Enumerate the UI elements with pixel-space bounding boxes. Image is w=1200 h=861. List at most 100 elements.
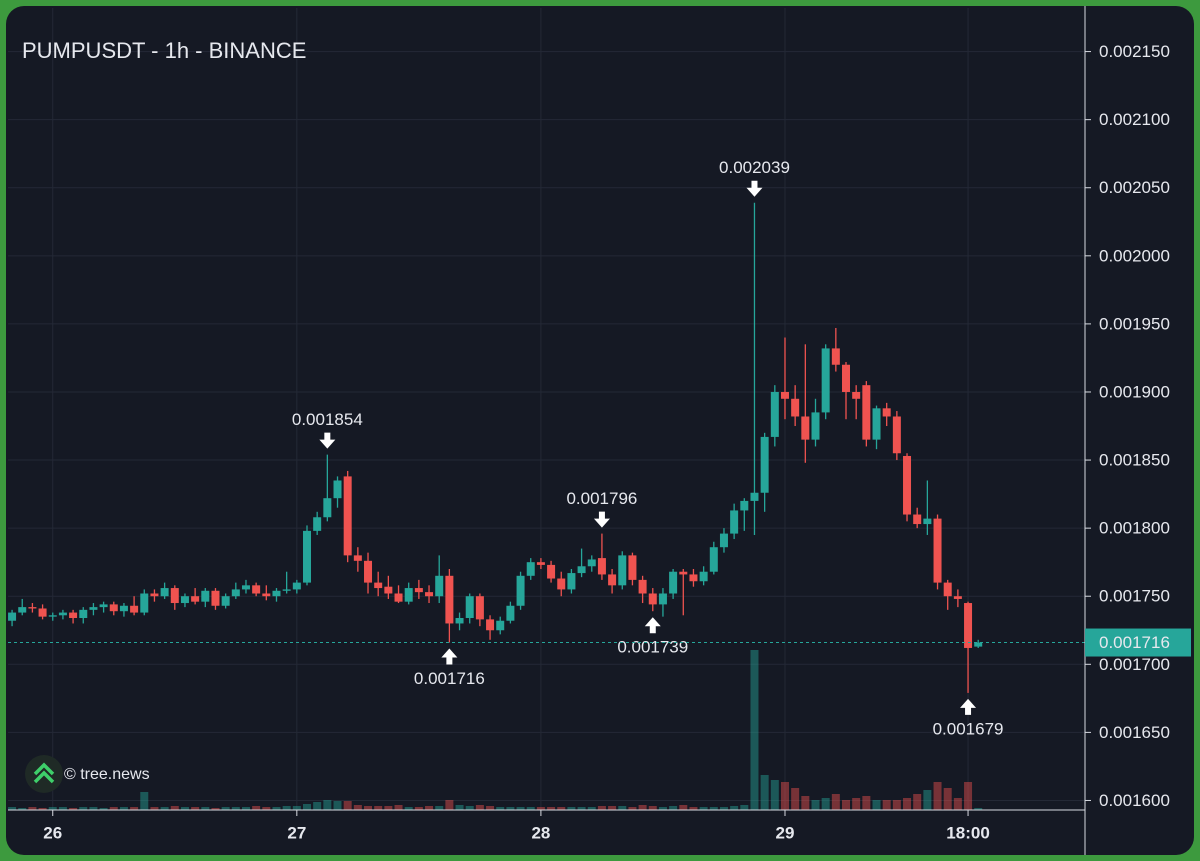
y-tick-label: 0.001750 [1099, 587, 1170, 606]
candle-body [109, 604, 118, 612]
volume-bar [913, 794, 922, 810]
candle-body [404, 588, 413, 602]
candle-body [557, 578, 566, 590]
volume-bar [628, 807, 637, 810]
candle-body [811, 412, 820, 440]
volume-bar [699, 807, 708, 810]
candle-body [353, 555, 362, 561]
volume-bar [486, 806, 495, 810]
candle-body [577, 566, 586, 574]
candle-body [160, 588, 169, 597]
volume-bar [506, 807, 515, 810]
candle-body [170, 588, 179, 604]
volume-bar [516, 807, 525, 810]
candle-body [384, 586, 393, 594]
candle-body [679, 571, 688, 575]
volume-bar [119, 807, 128, 810]
candle-body [974, 642, 983, 647]
volume-bar [831, 794, 840, 810]
volume-bar [658, 807, 667, 810]
volume-bar [842, 800, 851, 810]
volume-bar [475, 805, 484, 810]
volume-bar [679, 805, 688, 810]
volume-bar [48, 807, 57, 810]
candle-body [79, 609, 88, 619]
candle-body [486, 619, 495, 631]
volume-bar [262, 807, 271, 810]
volume-bar [313, 802, 322, 810]
y-tick-label: 0.002000 [1099, 246, 1170, 265]
volume-bar [669, 806, 678, 810]
annotation-layer: 0.001854 0.001716 0.001796 0.001739 0.002039… [8, 158, 1085, 738]
volume-bar [770, 780, 779, 810]
last-price-label: 0.001716 [1099, 633, 1170, 652]
candle-body [760, 436, 769, 493]
candle-body [862, 385, 871, 440]
candle-body [719, 533, 728, 548]
candle-body [882, 408, 891, 417]
volume-bar [780, 782, 789, 810]
candle-body [567, 573, 576, 590]
volume-bar [719, 807, 728, 810]
volume-bar [730, 806, 739, 810]
candle-body [445, 575, 454, 624]
volume-bar [953, 798, 962, 810]
candle-body [99, 604, 108, 608]
volume-bar [872, 800, 881, 810]
candle-body [852, 391, 861, 399]
candle-body [191, 596, 200, 602]
volume-bar [170, 806, 179, 810]
candle-body [28, 607, 37, 609]
candle-body [943, 582, 952, 597]
volume-bar [811, 800, 820, 810]
volume-bar [750, 650, 759, 810]
candle-body [241, 585, 250, 590]
volume-bar [58, 807, 67, 810]
volume-bar [99, 808, 108, 810]
last-price-tag [1085, 628, 1191, 657]
volume-bar [89, 807, 98, 810]
x-tick-label: 28 [531, 823, 550, 842]
volume-bar [201, 807, 210, 810]
candle-body [780, 391, 789, 399]
candle-body [89, 607, 98, 610]
candle-body [506, 605, 515, 621]
volume-layer [8, 650, 983, 810]
volume-bar [252, 806, 261, 810]
candle-body [425, 592, 434, 597]
volume-bar [618, 806, 627, 810]
y-tick-label: 0.001600 [1099, 791, 1170, 810]
annotation-label: 0.001679 [933, 719, 1004, 738]
candle-body [638, 579, 647, 594]
volume-bar [435, 806, 444, 810]
candle-body [597, 558, 606, 575]
volume-bar [648, 806, 657, 810]
x-tick-label: 26 [43, 823, 62, 842]
candle-body [730, 510, 739, 534]
candle-body [628, 555, 637, 580]
candle-body [821, 348, 830, 413]
candle-body [231, 589, 240, 597]
candle-body [394, 593, 403, 602]
volume-bar [69, 808, 78, 810]
y-tick-label: 0.001800 [1099, 519, 1170, 538]
candle-body [831, 348, 840, 365]
annotation-arrow [960, 698, 977, 715]
volume-bar [709, 807, 718, 810]
candle-body [699, 571, 708, 582]
candle-body [648, 593, 657, 605]
annotation-label: 0.001739 [617, 638, 688, 657]
candle-body [750, 492, 759, 501]
candle-body [48, 615, 57, 617]
volume-bar [241, 807, 250, 810]
annotation-arrow [644, 617, 661, 634]
volume-bar [689, 807, 698, 810]
candle-body [618, 555, 627, 586]
candle-body [770, 391, 779, 437]
candle-body [58, 612, 67, 616]
volume-bar [414, 807, 423, 810]
volume-bar [801, 796, 810, 810]
candle-body [801, 416, 810, 440]
candle-body [923, 518, 932, 525]
